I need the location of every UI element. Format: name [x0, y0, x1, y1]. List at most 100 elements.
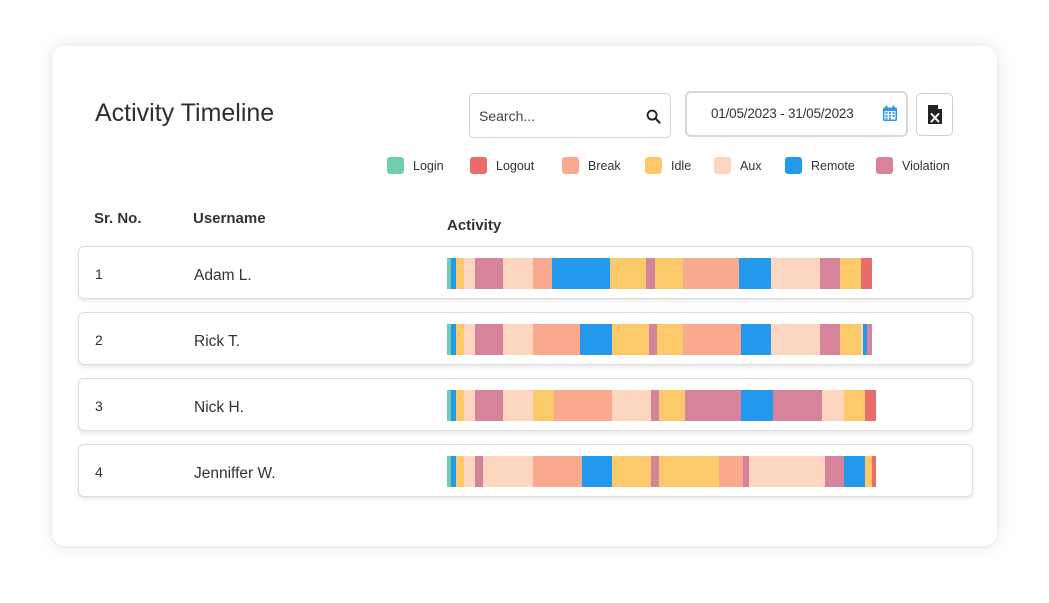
- activity-segment-break[interactable]: [554, 390, 613, 421]
- legend-label: Break: [588, 158, 621, 173]
- activity-segment-remote[interactable]: [451, 258, 456, 289]
- activity-segment-logout[interactable]: [871, 456, 876, 487]
- activity-segment-break[interactable]: [532, 324, 580, 355]
- activity-segment-violation[interactable]: [474, 390, 503, 421]
- activity-segment-idle[interactable]: [532, 390, 555, 421]
- activity-bar[interactable]: [447, 324, 876, 355]
- page-title: Activity Timeline: [95, 99, 275, 127]
- activity-segment-break[interactable]: [532, 456, 583, 487]
- activity-segment-login[interactable]: [447, 390, 452, 421]
- activity-bar[interactable]: [447, 456, 876, 487]
- legend-swatch-aux: [714, 157, 731, 174]
- activity-segment-violation[interactable]: [867, 324, 872, 355]
- activity-segment-aux[interactable]: [770, 324, 821, 355]
- activity-segment-idle[interactable]: [655, 258, 683, 289]
- row-username: Adam L.: [194, 267, 252, 284]
- row-username: Nick H.: [194, 399, 244, 416]
- activity-segment-remote[interactable]: [738, 258, 771, 289]
- activity-segment-break[interactable]: [682, 258, 739, 289]
- activity-bar[interactable]: [447, 390, 876, 421]
- activity-segment-violation[interactable]: [685, 390, 741, 421]
- activity-segment-violation[interactable]: [474, 456, 484, 487]
- activity-segment-break[interactable]: [532, 258, 553, 289]
- activity-segment-idle[interactable]: [455, 456, 465, 487]
- search-box[interactable]: [469, 93, 671, 138]
- activity-segment-idle[interactable]: [612, 324, 649, 355]
- activity-segment-aux[interactable]: [502, 390, 533, 421]
- activity-segment-idle[interactable]: [865, 456, 872, 487]
- activity-segment-idle[interactable]: [610, 258, 647, 289]
- legend-aux: Aux: [714, 157, 762, 174]
- activity-segment-break[interactable]: [682, 324, 741, 355]
- activity-segment-violation[interactable]: [646, 258, 656, 289]
- activity-segment-idle[interactable]: [612, 456, 651, 487]
- legend-violation: Violation: [876, 157, 950, 174]
- activity-segment-idle[interactable]: [455, 258, 465, 289]
- activity-segment-violation[interactable]: [743, 456, 750, 487]
- activity-segment-remote[interactable]: [863, 324, 868, 355]
- activity-segment-logout[interactable]: [860, 258, 872, 289]
- row-sr-no: 3: [95, 398, 103, 414]
- activity-segment-violation[interactable]: [474, 258, 503, 289]
- activity-bar[interactable]: [447, 258, 876, 289]
- activity-segment-aux[interactable]: [770, 258, 821, 289]
- activity-segment-remote[interactable]: [843, 456, 866, 487]
- activity-segment-remote[interactable]: [451, 390, 456, 421]
- activity-segment-aux[interactable]: [502, 324, 533, 355]
- activity-segment-aux[interactable]: [749, 456, 825, 487]
- legend-label: Remote: [811, 158, 855, 173]
- activity-segment-idle[interactable]: [657, 324, 683, 355]
- excel-icon: [928, 105, 942, 124]
- activity-segment-aux[interactable]: [860, 324, 864, 355]
- activity-segment-logout[interactable]: [865, 390, 876, 421]
- search-input[interactable]: [479, 106, 639, 126]
- table-row[interactable]: 4 Jenniffer W.: [78, 444, 973, 497]
- activity-segment-aux[interactable]: [822, 390, 844, 421]
- legend-swatch-remote: [785, 157, 802, 174]
- table-row[interactable]: 2 Rick T.: [78, 312, 973, 365]
- activity-segment-remote[interactable]: [552, 258, 610, 289]
- activity-segment-remote[interactable]: [451, 456, 456, 487]
- activity-segment-violation[interactable]: [648, 324, 658, 355]
- table-row[interactable]: 1 Adam L.: [78, 246, 973, 299]
- activity-segment-violation[interactable]: [650, 456, 660, 487]
- activity-segment-idle[interactable]: [455, 390, 465, 421]
- activity-segment-login[interactable]: [447, 258, 452, 289]
- activity-segment-idle[interactable]: [843, 390, 866, 421]
- activity-segment-idle[interactable]: [839, 258, 861, 289]
- activity-segment-violation[interactable]: [650, 390, 660, 421]
- legend-label: Aux: [740, 158, 762, 173]
- activity-segment-remote[interactable]: [740, 324, 771, 355]
- activity-segment-aux[interactable]: [464, 324, 475, 355]
- activity-segment-login[interactable]: [447, 324, 452, 355]
- activity-segment-aux[interactable]: [612, 390, 651, 421]
- activity-segment-remote[interactable]: [451, 324, 456, 355]
- activity-segment-aux[interactable]: [464, 258, 475, 289]
- activity-segment-violation[interactable]: [824, 456, 844, 487]
- activity-segment-violation[interactable]: [820, 258, 840, 289]
- activity-segment-idle[interactable]: [659, 390, 686, 421]
- export-excel-button[interactable]: [916, 93, 953, 136]
- activity-segment-aux[interactable]: [464, 390, 475, 421]
- activity-segment-idle[interactable]: [659, 456, 720, 487]
- activity-segment-violation[interactable]: [474, 324, 503, 355]
- date-range-picker[interactable]: 01/05/2023 - 31/05/2023: [685, 91, 908, 137]
- activity-segment-violation[interactable]: [820, 324, 840, 355]
- activity-segment-login[interactable]: [447, 456, 452, 487]
- activity-segment-break[interactable]: [719, 456, 743, 487]
- legend-swatch-break: [562, 157, 579, 174]
- date-range-value: 01/05/2023 - 31/05/2023: [711, 106, 854, 121]
- search-icon[interactable]: [646, 109, 661, 124]
- activity-segment-violation[interactable]: [773, 390, 823, 421]
- table-row[interactable]: 3 Nick H.: [78, 378, 973, 431]
- calendar-icon[interactable]: [882, 105, 898, 122]
- activity-segment-remote[interactable]: [579, 324, 613, 355]
- activity-segment-aux[interactable]: [502, 258, 533, 289]
- activity-segment-idle[interactable]: [455, 324, 465, 355]
- activity-segment-remote[interactable]: [740, 390, 774, 421]
- legend-break: Break: [562, 157, 621, 174]
- activity-segment-aux[interactable]: [464, 456, 475, 487]
- activity-segment-aux[interactable]: [483, 456, 533, 487]
- activity-segment-remote[interactable]: [582, 456, 613, 487]
- activity-segment-idle[interactable]: [839, 324, 861, 355]
